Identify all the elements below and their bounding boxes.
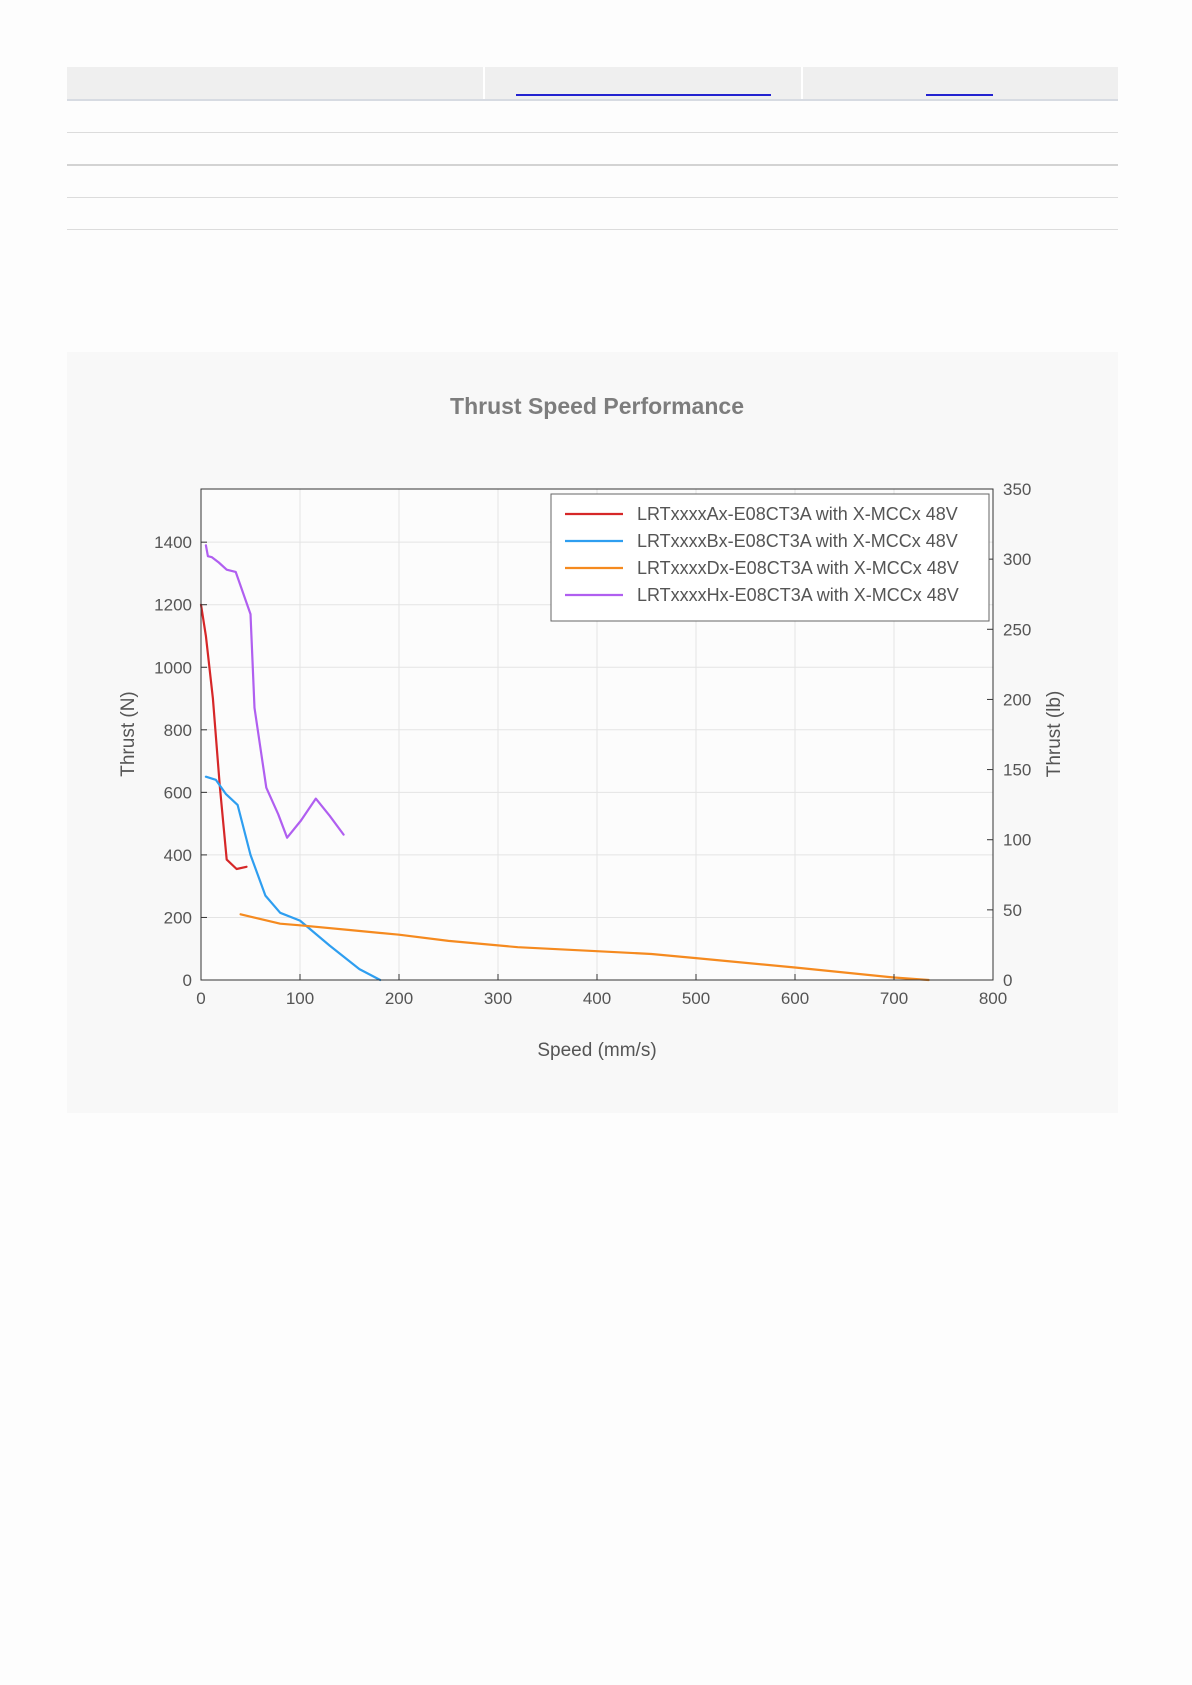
- legend-box: [550, 493, 990, 622]
- y2-tick-label: 250: [1003, 620, 1031, 639]
- y-axis-label: Thrust (N): [118, 691, 139, 777]
- y2-tick-label: 100: [1003, 831, 1031, 850]
- table-row: [67, 198, 1118, 230]
- table-row: [67, 101, 1118, 133]
- series-lines: [199, 544, 930, 982]
- x-axis-label: Speed (mm/s): [537, 1040, 656, 1061]
- legend-label-4: LRTxxxxHx-E08CT3A with X-MCCx 48V: [637, 585, 959, 605]
- axis-ticks: 0 100 200 300 400 500 600 700 800020040060080010…: [154, 480, 1031, 1008]
- y2-tick-label: 0: [1003, 971, 1012, 990]
- y-tick-label: 600: [164, 783, 192, 802]
- table-header-row: [67, 67, 1118, 101]
- y2-tick-label: 150: [1003, 761, 1031, 780]
- y-tick-label: 200: [164, 908, 192, 927]
- table-header-cell: [483, 67, 801, 99]
- x-tick-label: 400: [583, 989, 611, 1008]
- y-tick-label: 1000: [154, 658, 192, 677]
- y2-tick-label: 50: [1003, 901, 1022, 920]
- chart-title: Thrust Speed Performance: [450, 393, 744, 419]
- x-tick-label: 0: [196, 989, 205, 1008]
- table-row: [67, 166, 1118, 198]
- y-tick-label: 1400: [154, 533, 192, 552]
- legend-label-3: LRTxxxxDx-E08CT3A with X-MCCx 48V: [637, 558, 959, 578]
- x-tick-label: 600: [781, 989, 809, 1008]
- header-link[interactable]: [516, 94, 771, 96]
- table-row: [67, 133, 1118, 166]
- y2-tick-label: 350: [1003, 480, 1031, 499]
- chart-panel: Thrust Speed Performance 0 100 200 300 400 50…: [67, 352, 1118, 1113]
- y-tick-label: 0: [183, 971, 192, 990]
- series-line-2: [204, 775, 382, 982]
- y2-tick-label: 300: [1003, 550, 1031, 569]
- x-tick-label: 300: [484, 989, 512, 1008]
- spec-table: [67, 67, 1118, 230]
- y-tick-label: 800: [164, 721, 192, 740]
- series-line-3: [239, 913, 930, 982]
- y2-tick-label: 200: [1003, 690, 1031, 709]
- x-tick-label: 800: [979, 989, 1007, 1008]
- legend-label-2: LRTxxxxBx-E08CT3A with X-MCCx 48V: [637, 531, 958, 551]
- y-tick-label: 400: [164, 846, 192, 865]
- x-tick-label: 200: [385, 989, 413, 1008]
- header-link[interactable]: [926, 94, 993, 96]
- x-tick-label: 500: [682, 989, 710, 1008]
- legend: LRTxxxxAx-E08CT3A with X-MCCx 48V LRTxxxx…: [550, 493, 990, 622]
- x-tick-label: 700: [880, 989, 908, 1008]
- table-header-cell: [801, 67, 1118, 99]
- table-header-cell: [67, 67, 483, 99]
- x-tick-label: 100: [286, 989, 314, 1008]
- y-tick-label: 1200: [154, 596, 192, 615]
- legend-label-1: LRTxxxxAx-E08CT3A with X-MCCx 48V: [637, 504, 958, 524]
- y2-axis-label: Thrust (lb): [1044, 691, 1065, 778]
- thrust-speed-chart: Thrust Speed Performance 0 100 200 300 400 50…: [118, 393, 1065, 1061]
- series-line-4: [204, 544, 345, 839]
